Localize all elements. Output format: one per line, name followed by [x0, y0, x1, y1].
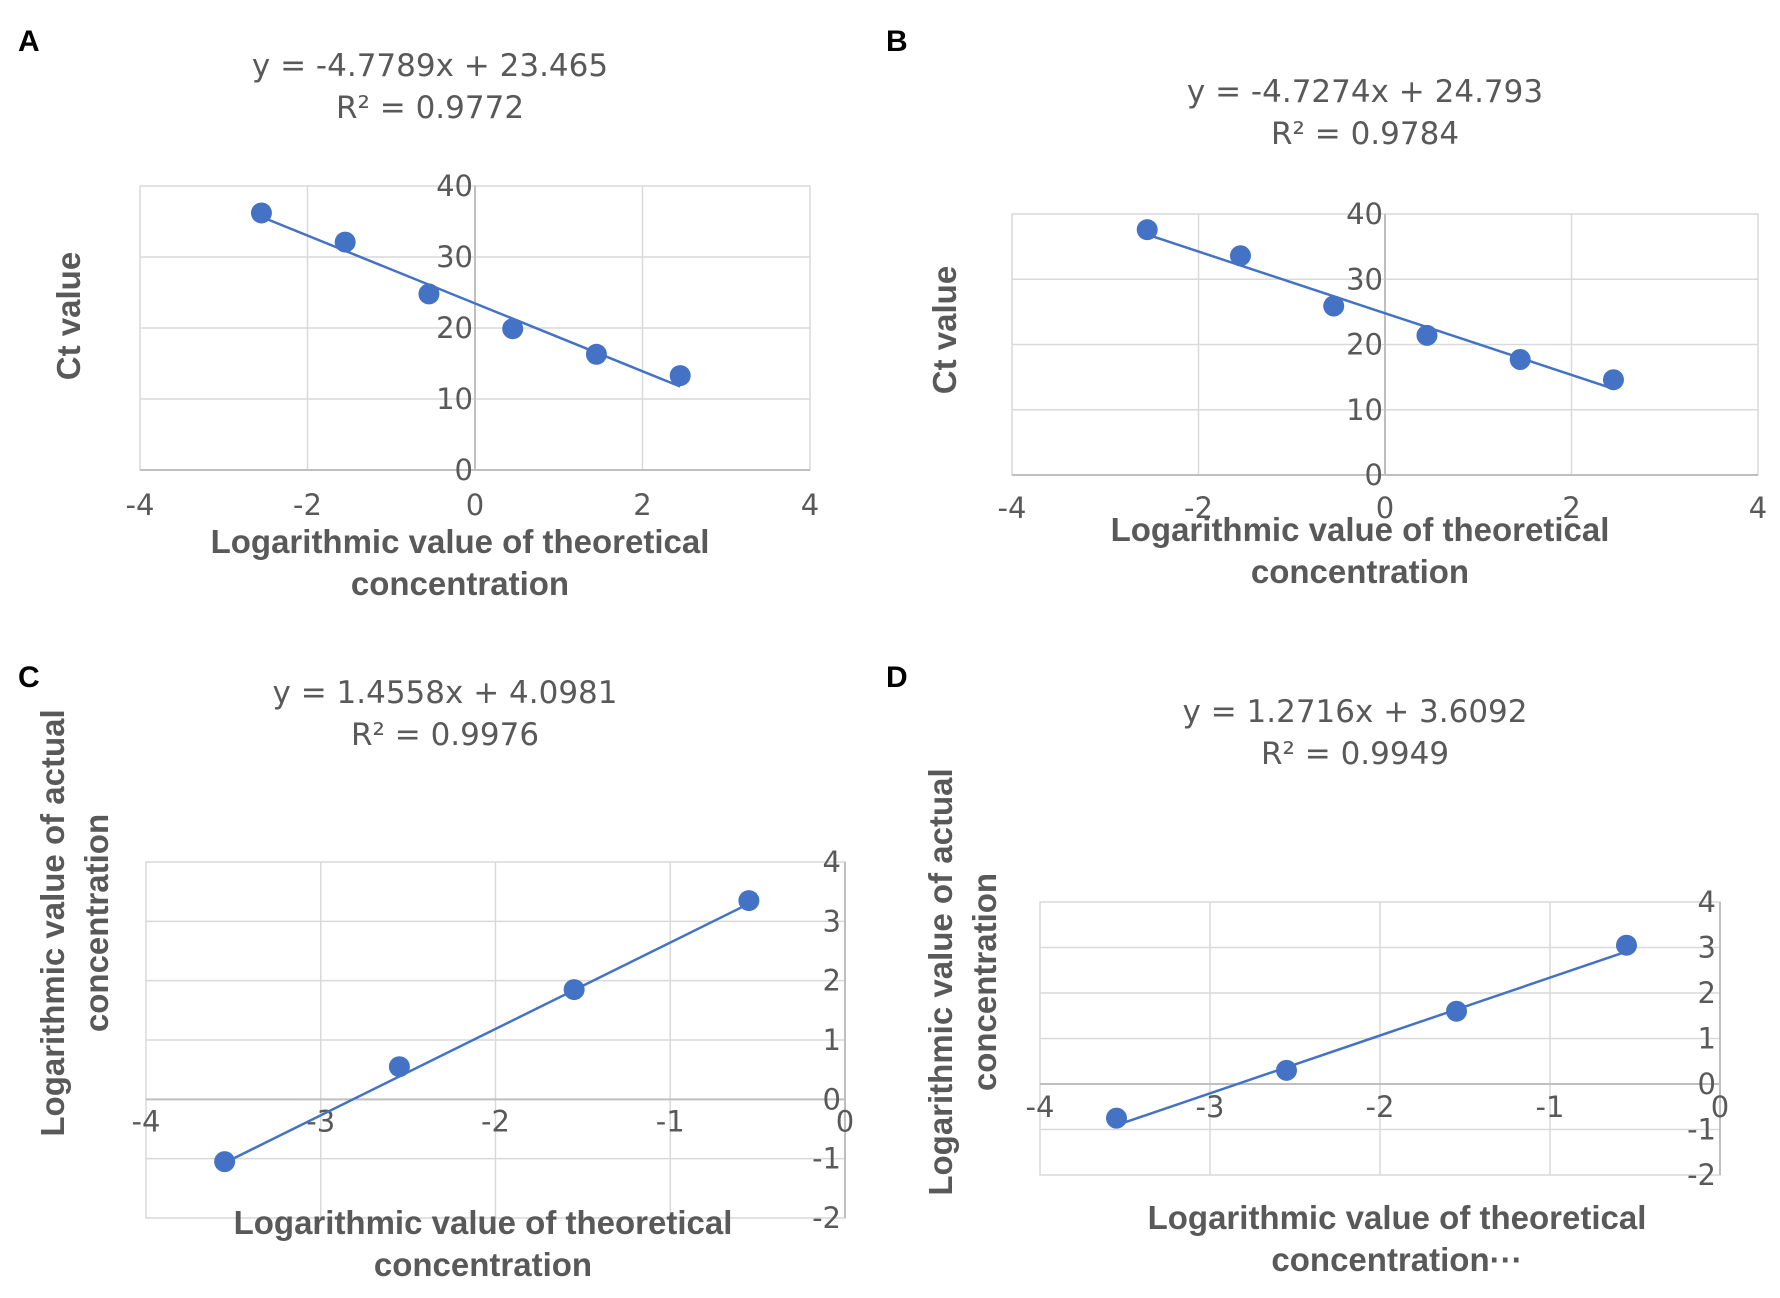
panel-d-x-tick-label: -1: [1536, 1090, 1565, 1124]
panel-c-y-tick-label: 1: [823, 1023, 841, 1057]
panel-b-x-tick-label: -2: [1184, 491, 1213, 525]
panel-c-y-axis-title: Logarithmic value of actual: [34, 709, 71, 1136]
panel-b-data-point: [1509, 349, 1531, 371]
panel-b-data-point: [1229, 245, 1251, 267]
panel-b-data-point: [1323, 295, 1345, 317]
panel-a-x-tick-label: -2: [293, 488, 322, 522]
panel-a-trendline: [260, 215, 681, 388]
panel-b-data-point: [1416, 324, 1438, 346]
panel-b-x-tick-label: 0: [1376, 491, 1394, 525]
panel-a-y-tick-label: 20: [436, 311, 473, 345]
panel-b-x-axis-title: Logarithmic value of theoretical: [1111, 511, 1610, 548]
panel-a-y-tick-label: 10: [436, 382, 473, 416]
panel-d-y-tick-label: 3: [1698, 931, 1716, 965]
panel-b-data-point: [1136, 219, 1158, 241]
panel-c-x-tick-label: -4: [132, 1104, 161, 1138]
panel-c-r-squared: R² = 0.9976: [351, 717, 539, 753]
panel-a-data-point: [418, 283, 440, 305]
panel-a-x-tick-label: 2: [633, 488, 651, 522]
panel-d-equation: y = 1.2716x + 3.6092: [1183, 694, 1528, 730]
panel-c-y-tick-label: 3: [823, 904, 841, 938]
panel-c-y-axis-title: concentration: [78, 814, 115, 1032]
panel-d-trendline: [1116, 950, 1627, 1127]
panel-b-x-tick-label: -4: [998, 491, 1027, 525]
panel-b-y-tick-label: 30: [1346, 262, 1383, 296]
panel-d-y-tick-label: 4: [1698, 885, 1716, 919]
panel-a-data-point: [585, 343, 607, 365]
panel-d-y-tick-label: 2: [1698, 976, 1716, 1010]
panel-a-y-axis-title: Ct value: [50, 252, 87, 380]
panel-b-x-tick-label: 2: [1562, 491, 1580, 525]
panel-b-r-squared: R² = 0.9784: [1271, 116, 1459, 152]
panel-b-x-axis-title: concentration: [1251, 553, 1469, 590]
panel-c-trendline: [224, 902, 750, 1164]
panel-c-x-tick-label: -2: [481, 1104, 510, 1138]
panel-d-y-axis-title: concentration: [966, 873, 1003, 1091]
panel-c-y-tick-label: -2: [812, 1201, 841, 1235]
panel-d-y-tick-label: -1: [1687, 1113, 1716, 1147]
panel-a-y-tick-label: 0: [455, 453, 473, 487]
panel-a-data-point: [250, 202, 272, 224]
panel-c-x-tick-label: -1: [656, 1104, 685, 1138]
panel-b-x-tick-label: 4: [1749, 491, 1767, 525]
panel-b-y-axis-title: Ct value: [926, 266, 963, 394]
panel-d-y-tick-label: 1: [1698, 1022, 1716, 1056]
panel-d-x-tick-label: 0: [1711, 1090, 1729, 1124]
panel-d-data-point: [1446, 1000, 1467, 1022]
panel-c-y-tick-label: 4: [823, 845, 841, 879]
panel-a-equation: y = -4.7789x + 23.465: [252, 48, 608, 84]
panel-c-y-tick-label: -1: [812, 1142, 841, 1176]
panel-c-y-tick-label: 2: [823, 964, 841, 998]
panel-d-x-tick-label: -3: [1196, 1090, 1225, 1124]
panel-b-y-tick-label: 20: [1346, 328, 1383, 362]
panel-a-x-tick-label: -4: [126, 488, 155, 522]
panel-d-x-axis-title: Logarithmic value of theoretical: [1148, 1199, 1647, 1236]
panel-d-data-point: [1616, 934, 1637, 956]
panel-a-data-point: [669, 365, 691, 387]
panel-d-y-tick-label: 0: [1698, 1067, 1716, 1101]
panel-d-x-axis-title: concentration···: [1271, 1241, 1522, 1278]
panel-d-r-squared: R² = 0.9949: [1261, 736, 1449, 772]
panel-c-letter: C: [18, 661, 40, 694]
panel-c-x-axis-title: Logarithmic value of theoretical: [234, 1204, 733, 1241]
panel-a-x-axis-title: concentration: [351, 565, 569, 602]
panel-a-y-tick-label: 40: [436, 169, 473, 203]
panel-c-data-point: [563, 979, 585, 1001]
panel-b-y-tick-label: 10: [1346, 393, 1383, 427]
panel-a-data-point: [334, 231, 356, 253]
panel-d-data-point: [1276, 1059, 1297, 1081]
panel-d-data-point: [1106, 1107, 1127, 1129]
panel-d-x-tick-label: -2: [1366, 1090, 1395, 1124]
panel-c-data-point: [738, 890, 760, 912]
panel-b-trendline: [1146, 233, 1614, 390]
panel-a-y-tick-label: 30: [436, 240, 473, 274]
panel-c-data-point: [388, 1056, 410, 1078]
panel-a-x-axis-title: Logarithmic value of theoretical: [211, 523, 710, 560]
panel-d-x-tick-label: -4: [1026, 1090, 1055, 1124]
panel-d-letter: D: [886, 661, 908, 694]
panel-b-equation: y = -4.7274x + 24.793: [1187, 74, 1543, 110]
panel-d-y-axis-title: Logarithmic value of actual: [922, 768, 959, 1195]
panel-c-x-tick-label: 0: [836, 1104, 854, 1138]
panel-b-y-tick-label: 0: [1365, 458, 1383, 492]
panel-a-data-point: [502, 318, 524, 340]
panel-b-letter: B: [886, 25, 908, 58]
panel-a-r-squared: R² = 0.9772: [336, 90, 524, 126]
panel-b-y-tick-label: 40: [1346, 197, 1383, 231]
panel-b-data-point: [1602, 369, 1624, 391]
panel-a-x-tick-label: 0: [466, 488, 484, 522]
panel-c-data-point: [214, 1151, 236, 1173]
panel-a-letter: A: [18, 25, 40, 58]
panel-c-y-tick-label: 0: [823, 1082, 841, 1116]
panel-a-x-tick-label: 4: [801, 488, 819, 522]
panel-c-equation: y = 1.4558x + 4.0981: [273, 675, 618, 711]
panel-d-y-tick-label: -2: [1687, 1158, 1716, 1192]
panel-c-x-axis-title: concentration: [374, 1246, 592, 1283]
